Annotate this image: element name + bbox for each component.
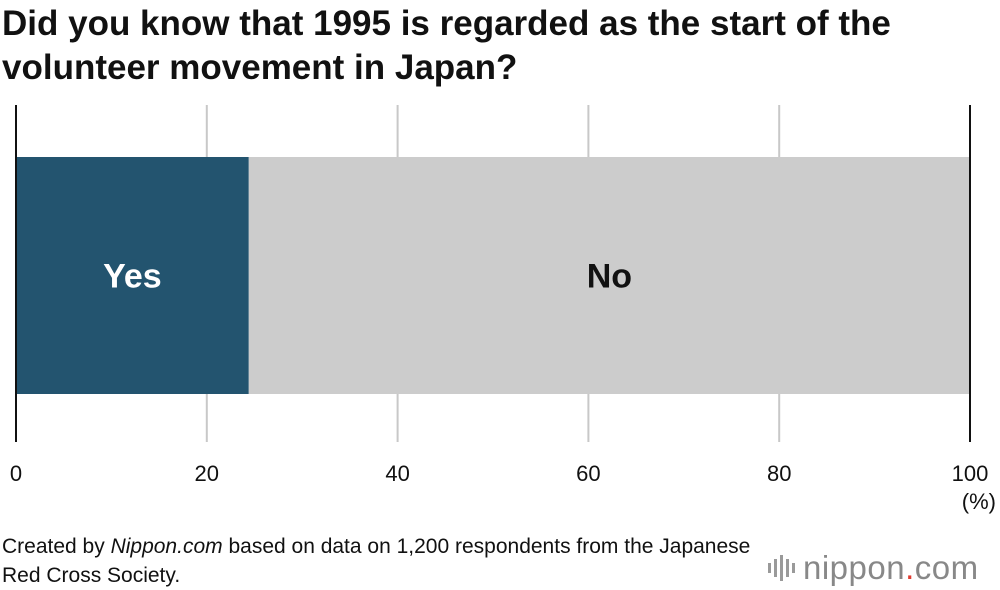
- source-suffix: based on data on 1,200 respondents from …: [2, 535, 751, 587]
- bar-label-no: No: [587, 258, 632, 296]
- x-axis-unit: (%): [962, 489, 996, 514]
- bar-label-yes: Yes: [103, 258, 162, 296]
- x-tick-label-40: 40: [385, 461, 409, 486]
- logo-bars-icon: [768, 555, 795, 581]
- x-tick-label-0: 0: [10, 461, 22, 486]
- source-prefix: Created by: [2, 535, 111, 558]
- x-tick-label-80: 80: [767, 461, 791, 486]
- bar-labels: Yes No: [15, 105, 971, 442]
- logo-name: nippon: [803, 549, 906, 586]
- x-axis: 0 20 40 60 80 100: [10, 461, 988, 486]
- x-tick-label-100: 100: [952, 461, 989, 486]
- bar-segment-no: [248, 157, 970, 394]
- x-tick-label-60: 60: [576, 461, 600, 486]
- source-note: Created by Nippon.com based on data on 1…: [2, 532, 762, 590]
- logo-dot: .: [905, 549, 915, 586]
- source-name: Nippon.com: [110, 535, 223, 558]
- logo-wordmark: nippon.com: [803, 549, 979, 587]
- stacked-bar-chart: 0 20 40 60 80 100 Yes No (%): [10, 105, 996, 514]
- x-tick-label-20: 20: [195, 461, 219, 486]
- bar-segment-yes: [16, 157, 249, 394]
- logo-tld: com: [914, 549, 979, 586]
- bar-segments: [16, 157, 970, 394]
- nippon-logo: nippon.com: [768, 548, 979, 588]
- chart-title: Did you know that 1995 is regarded as th…: [2, 4, 891, 87]
